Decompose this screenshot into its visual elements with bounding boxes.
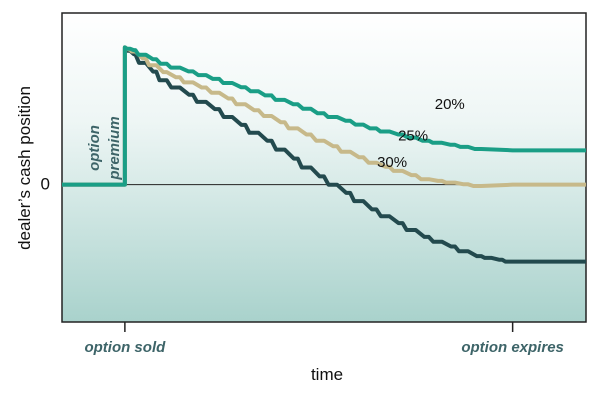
x-ticks: option sold option expires [84, 322, 564, 356]
option-premium-annotation: option premium [86, 116, 123, 180]
series-label-30pct: 30% [377, 154, 407, 171]
annotation-line-2: premium [106, 116, 123, 180]
plot-area [61, 12, 587, 323]
series-line-25pct [62, 45, 586, 188]
x-tick-label: option sold [84, 339, 166, 356]
series-group [62, 45, 587, 264]
series-line-20pct [62, 45, 586, 187]
zero-label: 0 [41, 175, 50, 194]
y-axis-title: dealer’s cash position [15, 86, 34, 250]
annotation-line-1: option [86, 125, 103, 171]
x-axis-title: time [311, 365, 343, 384]
series-label-25pct: 25% [398, 128, 428, 145]
series-label-20pct: 20% [435, 96, 465, 113]
series-line-30pct [62, 45, 587, 264]
x-tick-label: option expires [461, 339, 564, 356]
series-labels: 20% 25% 30% [377, 96, 465, 171]
